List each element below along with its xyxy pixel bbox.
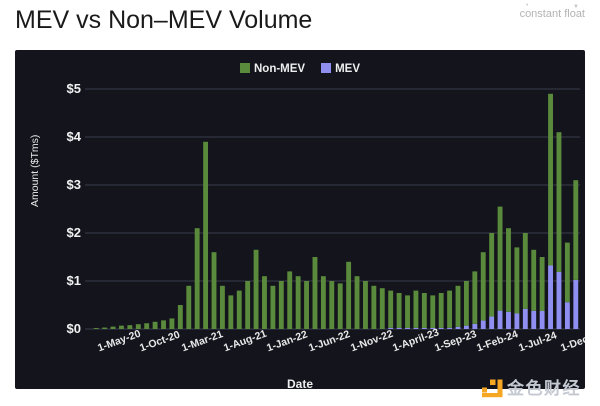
svg-text:$2: $2 [67,225,81,240]
svg-text:$4: $4 [67,129,82,144]
svg-text:$1: $1 [67,273,81,288]
svg-text:$5: $5 [67,81,81,96]
svg-text:$3: $3 [67,177,81,192]
